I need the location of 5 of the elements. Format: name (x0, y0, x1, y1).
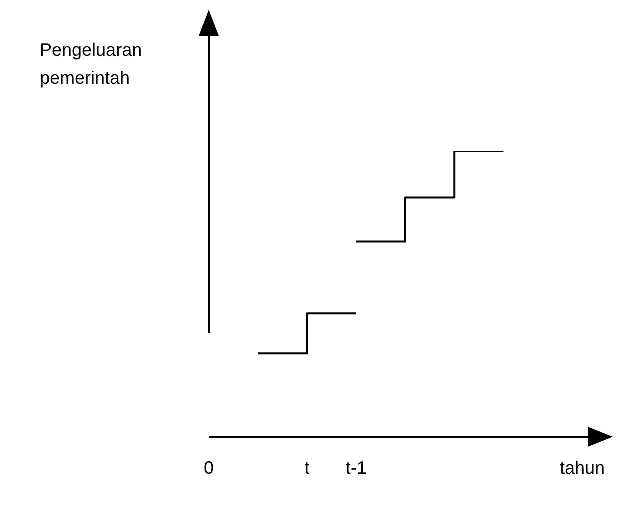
x-axis-title: tahun (560, 458, 606, 479)
x-tick-label: t-1 (346, 458, 367, 478)
x-tick-label: t (304, 458, 310, 478)
y-axis-title: Pengeluaran pemerintah (40, 39, 144, 90)
x-tick-label: 0 (204, 458, 214, 478)
